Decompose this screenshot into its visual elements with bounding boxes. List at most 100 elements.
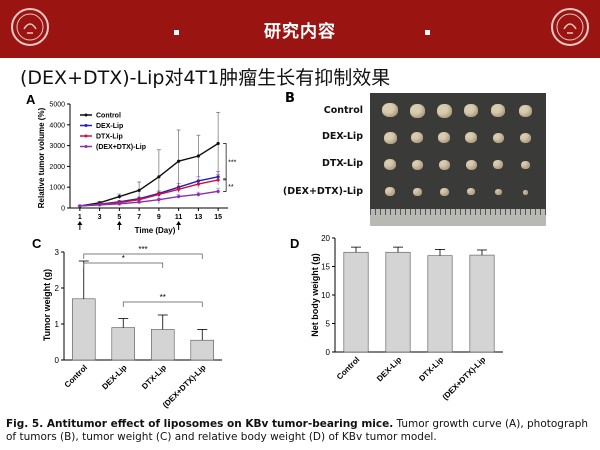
panel-label-a: A <box>26 92 36 107</box>
data-point <box>78 204 82 208</box>
title-bullet-icon <box>174 30 179 35</box>
legend-marker <box>84 124 88 127</box>
data-point <box>137 188 141 192</box>
significance-bracket <box>223 178 227 192</box>
bar <box>190 339 215 361</box>
photo-row-label: DTX-Lip <box>322 158 363 169</box>
data-point <box>117 200 121 204</box>
significance-bracket <box>122 301 203 307</box>
caption-bold: Fig. 5. Antitumor effect of liposomes on… <box>6 418 394 430</box>
photo-row-label: (DEX+DTX)-Lip <box>282 186 363 197</box>
y-tick-label: 1000 <box>49 185 65 192</box>
series-line <box>79 190 219 207</box>
data-point <box>177 187 181 191</box>
data-point <box>137 198 141 202</box>
tumor-specimen <box>409 103 425 118</box>
tumor-specimen <box>412 187 422 196</box>
tumor-specimen <box>438 159 450 170</box>
tumor-specimen <box>465 132 477 143</box>
y-tick-label: 0 <box>326 348 331 357</box>
x-tick-label: (DEX+DTX)-Lip <box>161 363 208 410</box>
university-seal-icon <box>11 8 49 46</box>
data-point <box>98 203 102 207</box>
tumor-specimen <box>436 103 452 118</box>
x-tick-label: 7 <box>137 214 141 221</box>
x-tick-label: Control <box>335 355 361 381</box>
data-point <box>177 159 181 163</box>
significance-bracket <box>223 143 227 181</box>
tumor-specimen <box>465 159 477 170</box>
tumor-specimen <box>493 160 503 169</box>
tumor-specimen <box>411 132 423 143</box>
y-tick-label: 5 <box>326 320 331 329</box>
data-point <box>137 200 141 204</box>
y-axis-label: Net body weight (g) <box>310 253 320 337</box>
y-axis-label: Tumor weight (g) <box>42 269 52 341</box>
y-tick-label: 0 <box>55 356 60 365</box>
legend-label: Control <box>96 113 121 120</box>
data-point <box>196 192 200 197</box>
data-point <box>78 204 82 208</box>
y-tick-label: 1 <box>55 320 60 329</box>
tumor-specimen <box>382 103 398 117</box>
data-point <box>196 182 200 186</box>
data-point <box>216 175 220 179</box>
data-point <box>196 179 200 183</box>
data-point <box>216 189 220 193</box>
data-point <box>157 198 161 202</box>
y-tick-label: 4000 <box>49 122 65 129</box>
series-line <box>79 179 219 207</box>
tumor-specimen <box>385 187 395 196</box>
significance-label: *** <box>228 160 236 167</box>
legend-label: (DEX+DTX)-Lip <box>96 144 146 151</box>
dosing-arrowhead-icon <box>77 221 83 225</box>
significance-bracket <box>83 253 203 259</box>
x-tick-label: DTX-Lip <box>140 363 168 391</box>
bar <box>111 327 136 361</box>
legend-marker <box>84 145 88 148</box>
panel-label-d: D <box>290 236 299 251</box>
y-axis-label: Relative tumor volume (%) <box>37 107 46 208</box>
bar <box>469 254 495 353</box>
x-tick-label: 9 <box>157 214 161 221</box>
dosing-arrowhead-icon <box>176 221 182 225</box>
x-axis-label: Time (Day) <box>135 226 176 235</box>
tumor-specimen <box>522 189 528 195</box>
bar <box>150 329 175 361</box>
tumor-specimen <box>492 132 504 143</box>
y-tick-label: 10 <box>321 291 330 300</box>
figure-caption: Fig. 5. Antitumor effect of liposomes on… <box>6 418 596 444</box>
photo-row-label: DEX-Lip <box>322 131 363 142</box>
data-point <box>177 185 181 189</box>
series-line <box>79 142 219 207</box>
banner-title: 研究内容 <box>264 22 336 42</box>
tumor-specimen <box>384 159 396 170</box>
data-point <box>157 191 161 196</box>
bar <box>71 298 96 361</box>
significance-label: ** <box>160 293 166 302</box>
x-tick-label: DEX-Lip <box>375 355 403 383</box>
tumor-specimen <box>464 104 478 117</box>
tumor-specimen <box>491 104 505 117</box>
x-tick-label: 5 <box>117 214 121 221</box>
header-banner: 研究内容 <box>0 0 600 58</box>
y-tick-label: 5000 <box>49 102 65 109</box>
significance-label: * <box>122 254 125 263</box>
ruler <box>370 209 546 226</box>
x-tick-label: Control <box>63 363 89 389</box>
tumor-specimen <box>520 160 530 169</box>
university-seal-icon <box>551 8 589 46</box>
bar <box>385 251 411 353</box>
data-point <box>78 204 82 208</box>
significance-label: ** <box>228 184 234 191</box>
slide-title: (DEX+DTX)-Lip对4T1肿瘤生长有抑制效果 <box>20 67 391 89</box>
bar <box>427 255 453 353</box>
significance-label: *** <box>138 245 147 254</box>
y-tick-label: 0 <box>61 206 65 213</box>
dosing-arrowhead-icon <box>116 221 122 225</box>
legend-marker <box>84 134 88 138</box>
x-tick-label: 13 <box>194 214 202 221</box>
legend-marker <box>84 113 88 117</box>
tumor-specimen <box>411 159 423 170</box>
photo-row-label: Control <box>323 105 363 116</box>
